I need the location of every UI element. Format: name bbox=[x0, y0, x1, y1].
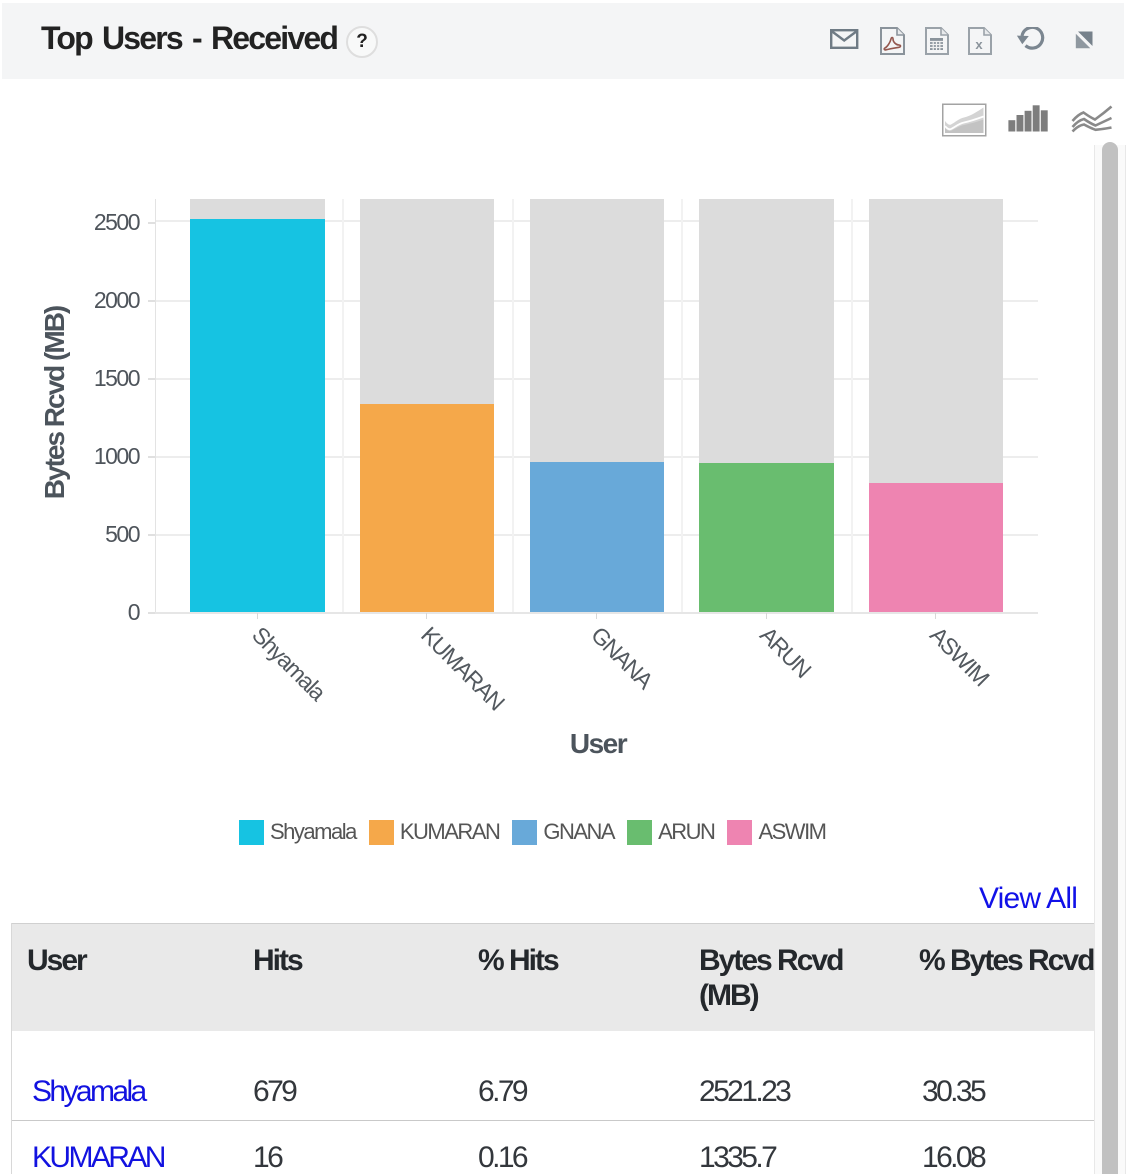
svg-text:x: x bbox=[975, 37, 983, 52]
